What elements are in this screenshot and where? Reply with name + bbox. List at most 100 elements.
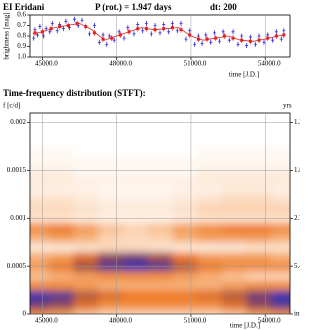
data-point — [64, 19, 67, 24]
heatmap-cell — [49, 300, 74, 310]
data-point — [280, 37, 283, 42]
heatmap-cell — [73, 127, 98, 137]
heatmap-cell — [148, 252, 173, 262]
heatmap-cell — [148, 233, 173, 243]
heatmap-cell — [197, 242, 222, 252]
heatmap-cell — [247, 252, 272, 262]
heatmap-cell — [271, 147, 300, 157]
data-point — [245, 43, 248, 48]
y2-axis-title: yrs — [283, 102, 292, 110]
heatmap-cell — [123, 175, 148, 185]
heatmap-cell — [271, 194, 300, 204]
x-axis-title: time [J.D.] — [230, 322, 260, 330]
heatmap-cell — [49, 281, 74, 291]
heatmap-cell — [73, 96, 98, 118]
y-axis-title: brightness [mag] — [3, 12, 11, 59]
heatmap-cell — [148, 290, 173, 300]
heatmap-cell — [222, 300, 247, 310]
stft-title: Time-frequency distribution (STFT): — [3, 88, 146, 98]
heatmap-cell — [271, 137, 300, 147]
heatmap-cell — [172, 261, 197, 271]
heatmap-cell — [12, 223, 49, 233]
heatmap-cell — [73, 261, 98, 271]
heatmap-cell — [73, 194, 98, 204]
heatmap-cell — [172, 137, 197, 147]
heatmap-cell — [222, 156, 247, 166]
heatmap-cell — [123, 185, 148, 195]
heatmap-cell — [247, 242, 272, 252]
heatmap-cell — [98, 290, 123, 300]
heatmap-cells — [12, 96, 300, 330]
heatmap-cell — [148, 242, 173, 252]
heatmap-cell — [197, 252, 222, 262]
heatmap-cell — [73, 137, 98, 147]
data-point — [193, 42, 196, 47]
heatmap-cell — [222, 96, 247, 118]
heatmap-cell — [73, 290, 98, 300]
heatmap-cell — [197, 185, 222, 195]
heatmap-cell — [247, 185, 272, 195]
heatmap-cell — [271, 252, 300, 262]
heatmap-cell — [123, 252, 148, 262]
data-point — [228, 38, 231, 43]
heatmap-cell — [49, 233, 74, 243]
heatmap-cell — [172, 204, 197, 214]
heatmap-cell — [148, 223, 173, 233]
data-point — [237, 42, 240, 47]
heatmap-cell — [172, 194, 197, 204]
x-tick-label: 54000.0 — [258, 60, 281, 68]
heatmap-cell — [73, 300, 98, 310]
heatmap-cell — [197, 96, 222, 118]
y2-tick-label: 2.74 — [294, 214, 300, 222]
heatmap-cell — [222, 233, 247, 243]
heatmap-cell — [49, 204, 74, 214]
data-point — [62, 26, 65, 31]
y2-tick-label: 5.48 — [294, 262, 300, 270]
heatmap-cell — [49, 242, 74, 252]
heatmap-cell — [271, 300, 300, 310]
data-point — [123, 36, 126, 41]
heatmap-cell — [271, 175, 300, 185]
x-tick-label: 45000.0 — [35, 60, 58, 68]
heatmap-cell — [123, 96, 148, 118]
heatmap-cell — [247, 300, 272, 310]
heatmap-cell — [123, 194, 148, 204]
y-tick-label: 0.7 — [17, 21, 26, 29]
data-point — [98, 40, 101, 45]
heatmap-cell — [148, 175, 173, 185]
data-point — [105, 42, 108, 47]
heatmap-cell — [197, 271, 222, 281]
x-tick-label: 48000.0 — [109, 317, 132, 325]
heatmap-cell — [247, 156, 272, 166]
x-tick-label: 45000.0 — [35, 317, 58, 325]
heatmap-cell — [98, 271, 123, 281]
data-point — [180, 21, 183, 26]
heatmap-cell — [49, 96, 74, 118]
y-tick-label: 0 — [23, 310, 27, 318]
heatmap-cell — [148, 281, 173, 291]
data-point — [232, 29, 235, 34]
heatmap-cell — [148, 204, 173, 214]
heatmap-cell — [12, 252, 49, 262]
heatmap-cell — [172, 271, 197, 281]
data-point — [167, 29, 170, 34]
heatmap-cell — [12, 185, 49, 195]
heatmap-cell — [12, 233, 49, 243]
heatmap-cell — [98, 127, 123, 137]
data-point — [133, 31, 136, 36]
heatmap-cell — [271, 156, 300, 166]
heatmap-cell — [73, 309, 98, 330]
y-tick-label: 1.0 — [17, 53, 26, 61]
heatmap-cell — [148, 96, 173, 118]
data-point — [51, 21, 54, 26]
heatmap-cell — [98, 252, 123, 262]
heatmap-cell — [123, 233, 148, 243]
heatmap-cell — [271, 127, 300, 137]
heatmap-cell — [247, 233, 272, 243]
heatmap-cell — [172, 223, 197, 233]
heatmap-cell — [12, 156, 49, 166]
heatmap-cell — [12, 290, 49, 300]
heatmap-cell — [172, 281, 197, 291]
data-point — [38, 24, 41, 29]
heatmap-cell — [222, 137, 247, 147]
